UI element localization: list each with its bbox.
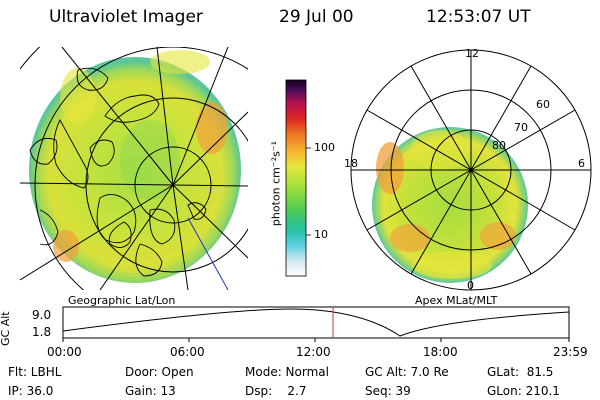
ip-value: IP: 36.0	[8, 384, 54, 398]
colorbar	[285, 79, 307, 277]
imagery-panels	[20, 47, 592, 291]
altitude-xtick-1800: 18:00	[423, 345, 458, 359]
mlt-label-0: 0	[467, 279, 474, 292]
instrument-title: Ultraviolet Imager	[49, 7, 203, 27]
glat-value: GLat: 81.5	[487, 365, 554, 379]
altitude-xtick-0000: 00:00	[47, 345, 82, 359]
polar-image	[372, 127, 528, 283]
mode-value: Mode: Normal	[245, 365, 329, 379]
mlat-label-80: 80	[492, 139, 506, 152]
date-label: 29 Jul 00	[279, 7, 354, 27]
colorbar-tick-100: 100	[314, 141, 335, 154]
colorbar-label: photon cm⁻²s⁻¹	[269, 140, 283, 227]
seq-value: Seq: 39	[365, 384, 411, 398]
mlat-label-70: 70	[514, 121, 528, 134]
left-panel-caption: Geographic Lat/Lon	[68, 294, 176, 307]
mlt-label-6: 6	[578, 157, 585, 170]
altitude-curve	[62, 308, 570, 337]
polar-grid	[350, 49, 592, 291]
mlt-label-12: 12	[465, 47, 479, 60]
dsp-value: Dsp: 2.7	[245, 384, 307, 398]
altitude-xtick-1200: 12:00	[296, 345, 331, 359]
colorbar-tick-10: 10	[314, 228, 328, 241]
filter-value: Flt: LBHL	[8, 365, 62, 379]
altitude-xtick-0600: 06:00	[170, 345, 205, 359]
time-label: 12:53:07 UT	[426, 7, 531, 27]
gain-value: Gain: 13	[125, 384, 176, 398]
altitude-ytick-max: 9.0	[32, 308, 52, 322]
altitude-xtick-2359: 23:59	[553, 345, 588, 359]
mlat-label-60: 60	[536, 98, 550, 111]
glon-value: GLon: 210.1	[487, 384, 560, 398]
altitude-ytick-min: 1.8	[32, 325, 52, 339]
right-panel-caption: Apex MLat/MLT	[415, 294, 498, 307]
altitude-plot	[62, 306, 570, 342]
mlt-label-18: 18	[344, 157, 358, 170]
door-value: Door: Open	[125, 365, 194, 379]
geographic-image	[20, 47, 248, 290]
altitude-ylabel: GC Alt	[0, 311, 12, 346]
gc-alt-value: GC Alt: 7.0 Re	[365, 365, 449, 379]
